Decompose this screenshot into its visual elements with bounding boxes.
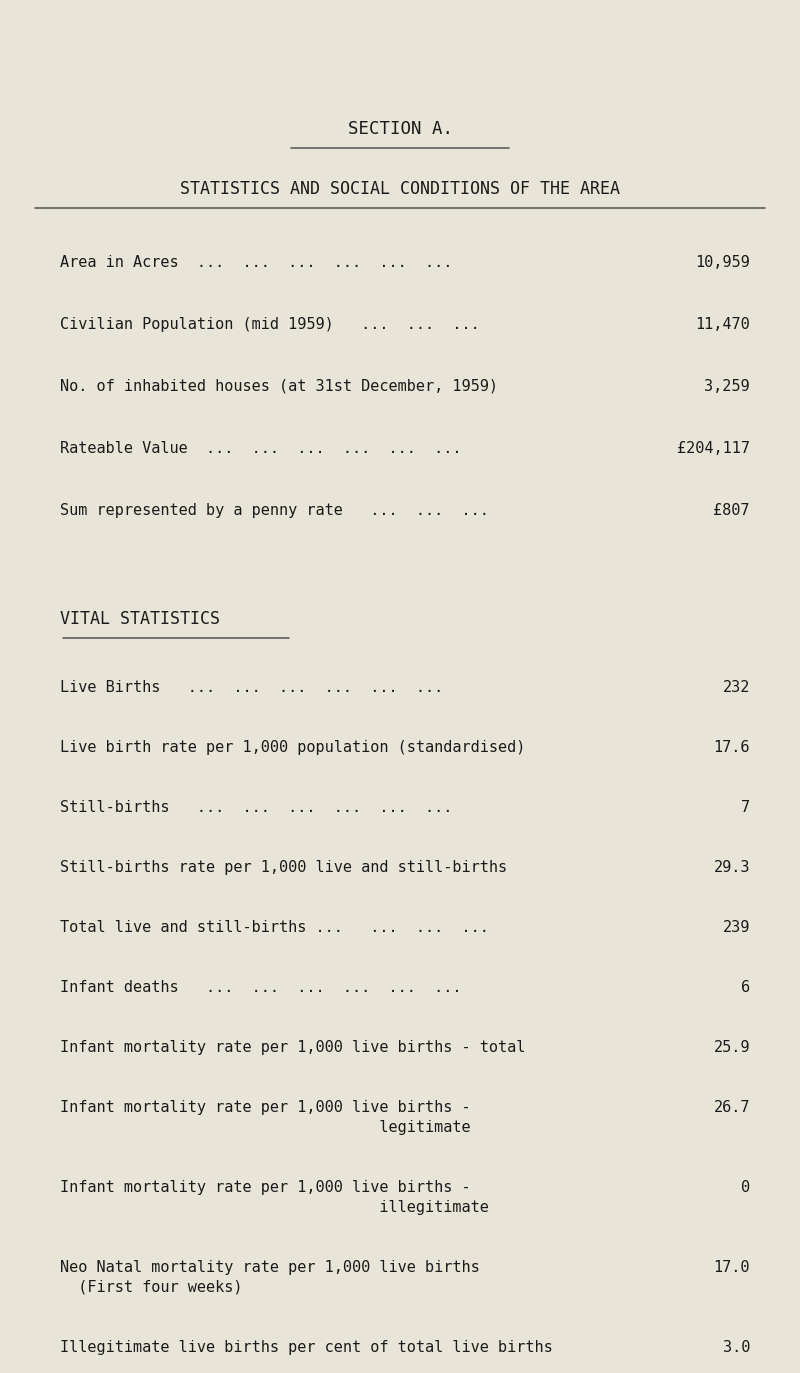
Text: 10,959: 10,959 [695,255,750,270]
Text: 17.0: 17.0 [714,1260,750,1276]
Text: Infant mortality rate per 1,000 live births -
                                  : Infant mortality rate per 1,000 live bir… [60,1179,489,1215]
Text: Live birth rate per 1,000 population (standardised): Live birth rate per 1,000 population (st… [60,740,526,755]
Text: Illegitimate live births per cent of total live births: Illegitimate live births per cent of tot… [60,1340,553,1355]
Text: Total live and still-births ...   ...  ...  ...: Total live and still-births ... ... ... … [60,920,489,935]
Text: £204,117: £204,117 [677,441,750,456]
Text: SECTION A.: SECTION A. [347,119,453,139]
Text: 3.0: 3.0 [722,1340,750,1355]
Text: Still-births   ...  ...  ...  ...  ...  ...: Still-births ... ... ... ... ... ... [60,800,452,816]
Text: 11,470: 11,470 [695,317,750,332]
Text: 29.3: 29.3 [714,859,750,875]
Text: 7: 7 [741,800,750,816]
Text: Rateable Value  ...  ...  ...  ...  ...  ...: Rateable Value ... ... ... ... ... ... [60,441,462,456]
Text: Live Births   ...  ...  ...  ...  ...  ...: Live Births ... ... ... ... ... ... [60,680,443,695]
Text: 0: 0 [741,1179,750,1195]
Text: Sum represented by a penny rate   ...  ...  ...: Sum represented by a penny rate ... ... … [60,503,489,518]
Text: No. of inhabited houses (at 31st December, 1959): No. of inhabited houses (at 31st Decembe… [60,379,498,394]
Text: 17.6: 17.6 [714,740,750,755]
Text: STATISTICS AND SOCIAL CONDITIONS OF THE AREA: STATISTICS AND SOCIAL CONDITIONS OF THE … [180,180,620,198]
Text: Infant mortality rate per 1,000 live births - total: Infant mortality rate per 1,000 live bir… [60,1039,526,1054]
Text: 3,259: 3,259 [704,379,750,394]
Text: 232: 232 [722,680,750,695]
Text: 26.7: 26.7 [714,1100,750,1115]
Text: Infant deaths   ...  ...  ...  ...  ...  ...: Infant deaths ... ... ... ... ... ... [60,980,462,995]
Text: 25.9: 25.9 [714,1039,750,1054]
Text: Still-births rate per 1,000 live and still-births: Still-births rate per 1,000 live and sti… [60,859,507,875]
Text: 6: 6 [741,980,750,995]
Text: Infant mortality rate per 1,000 live births -
                                  : Infant mortality rate per 1,000 live bir… [60,1100,470,1135]
Text: VITAL STATISTICS: VITAL STATISTICS [60,610,220,627]
Text: Civilian Population (mid 1959)   ...  ...  ...: Civilian Population (mid 1959) ... ... .… [60,317,480,332]
Text: £807: £807 [714,503,750,518]
Text: 239: 239 [722,920,750,935]
Text: Neo Natal mortality rate per 1,000 live births
  (First four weeks): Neo Natal mortality rate per 1,000 live … [60,1260,480,1295]
Text: Area in Acres  ...  ...  ...  ...  ...  ...: Area in Acres ... ... ... ... ... ... [60,255,452,270]
